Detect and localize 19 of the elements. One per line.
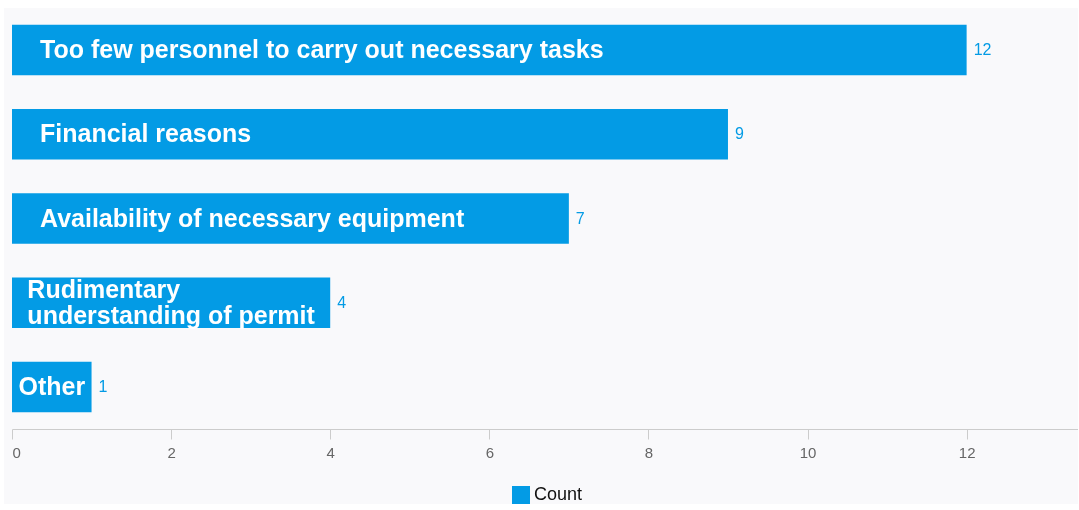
x-tick-label: 8 xyxy=(644,443,654,461)
x-tick-label: 12 xyxy=(958,443,976,461)
data-label: 12 xyxy=(973,41,992,59)
y-tick-label: Availability of necessary equipment xyxy=(40,203,465,232)
data-label: 4 xyxy=(337,293,347,311)
data-label: 7 xyxy=(575,209,585,227)
data-label: 1 xyxy=(98,377,108,395)
x-tick-label: 2 xyxy=(167,443,176,461)
legend-label: Count xyxy=(534,484,583,504)
bar xyxy=(12,109,728,160)
x-tick-label: 4 xyxy=(326,443,335,461)
x-tick-label: 0 xyxy=(12,443,21,461)
x-tick-label: 6 xyxy=(485,443,494,461)
y-tick-label: Too few personnel to carry out necessary tasks xyxy=(40,35,604,64)
x-tick-label: 10 xyxy=(799,443,817,461)
y-tick-label: Rudimentary understanding of permit xyxy=(27,274,316,329)
y-tick-label: Financial reasons xyxy=(40,119,252,148)
data-label: 9 xyxy=(734,125,744,143)
y-tick-label: Other xyxy=(18,371,86,400)
